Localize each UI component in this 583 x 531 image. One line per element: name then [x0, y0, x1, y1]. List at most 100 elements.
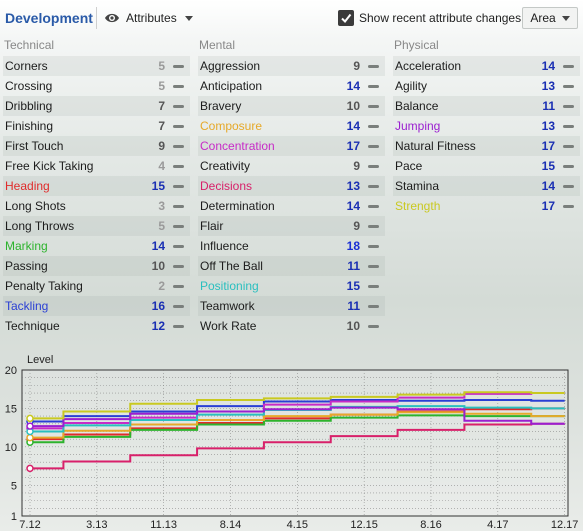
attribute-row[interactable]: Aggression 9 [198, 56, 385, 76]
attribute-value: 13 [541, 119, 555, 133]
attribute-name: Strength [395, 199, 441, 213]
attribute-value: 14 [346, 199, 360, 213]
attribute-row[interactable]: Acceleration 14 [393, 56, 580, 76]
y-tick-label: 10 [5, 442, 17, 454]
attribute-row[interactable]: Technique 12 [3, 316, 190, 336]
attribute-row[interactable]: Concentration 17 [198, 136, 385, 156]
dash-icon [368, 265, 379, 268]
series-start-point [26, 464, 34, 473]
attribute-row[interactable]: Corners 5 [3, 56, 190, 76]
attribute-row[interactable]: Passing 10 [3, 256, 190, 276]
dash-icon [368, 145, 379, 148]
dash-icon [563, 85, 574, 88]
dash-icon [368, 105, 379, 108]
dash-icon [173, 225, 184, 228]
mental-heading: Mental [199, 38, 236, 52]
attribute-value: 12 [151, 319, 165, 333]
technical-column: Technical Corners 5 Crossing 5 Dribbling 7 Fin… [3, 38, 193, 336]
dash-icon [173, 205, 184, 208]
attribute-row[interactable]: Finishing 7 [3, 116, 190, 136]
x-tick-label: 8.16 [420, 519, 441, 531]
dash-icon [368, 285, 379, 288]
attribute-row[interactable]: Balance 11 [393, 96, 580, 116]
attribute-value: 5 [158, 59, 165, 73]
attribute-value: 7 [158, 119, 165, 133]
dash-icon [173, 265, 184, 268]
attribute-value: 15 [346, 279, 360, 293]
attribute-value: 14 [541, 179, 555, 193]
dash-icon [173, 125, 184, 128]
attribute-name: Pace [395, 159, 423, 173]
attribute-row[interactable]: Composure 14 [198, 116, 385, 136]
attribute-row[interactable]: Anticipation 14 [198, 76, 385, 96]
attribute-row[interactable]: Marking 14 [3, 236, 190, 256]
attribute-value: 14 [346, 79, 360, 93]
attribute-row[interactable]: Influence 18 [198, 236, 385, 256]
attribute-name: Passing [5, 259, 48, 273]
divider [96, 7, 97, 29]
attribute-row[interactable]: Work Rate 10 [198, 316, 385, 336]
dash-icon [368, 165, 379, 168]
attribute-row[interactable]: Crossing 5 [3, 76, 190, 96]
technical-heading: Technical [4, 38, 55, 52]
attribute-row[interactable]: Decisions 13 [198, 176, 385, 196]
attribute-value: 10 [151, 259, 165, 273]
attribute-value: 10 [346, 319, 360, 333]
attribute-row[interactable]: Positioning 15 [198, 276, 385, 296]
attribute-value: 9 [158, 139, 165, 153]
dash-icon [368, 125, 379, 128]
dash-icon [173, 65, 184, 68]
attribute-row[interactable]: Stamina 14 [393, 176, 580, 196]
attribute-row[interactable]: Free Kick Taking 4 [3, 156, 190, 176]
technical-list: Corners 5 Crossing 5 Dribbling 7 Finishing 7 Fir… [3, 56, 193, 336]
attribute-row[interactable]: Heading 15 [3, 176, 190, 196]
attribute-row[interactable]: Flair 9 [198, 216, 385, 236]
attribute-row[interactable]: Off The Ball 11 [198, 256, 385, 276]
attribute-row[interactable]: Pace 15 [393, 156, 580, 176]
attribute-name: Dribbling [5, 99, 53, 113]
attribute-name: Heading [5, 179, 50, 193]
checkmark-icon [341, 13, 352, 24]
attribute-row[interactable]: Agility 13 [393, 76, 580, 96]
attribute-name: Aggression [200, 59, 261, 73]
area-dropdown[interactable]: Area [522, 7, 578, 29]
attribute-row[interactable]: Bravery 10 [198, 96, 385, 116]
top-bar: Development Attributes Show recent attri… [0, 0, 583, 36]
dash-icon [563, 145, 574, 148]
attribute-name: Determination [200, 199, 275, 213]
attribute-name: Acceleration [395, 59, 462, 73]
series-line [30, 391, 565, 420]
attribute-row[interactable]: Creativity 9 [198, 156, 385, 176]
attribute-row[interactable]: Tackling 16 [3, 296, 190, 316]
x-tick-label: 11.13 [150, 519, 177, 531]
attribute-name: Free Kick Taking [5, 159, 94, 173]
attribute-name: First Touch [5, 139, 64, 153]
attribute-name: Work Rate [200, 319, 257, 333]
x-tick-label: 8.14 [220, 519, 241, 531]
dash-icon [368, 225, 379, 228]
show-changes-checkbox[interactable] [338, 10, 354, 26]
attribute-row[interactable]: Teamwork 11 [198, 296, 385, 316]
attribute-name: Teamwork [200, 299, 255, 313]
y-tick-label: 1 [11, 511, 17, 523]
attribute-row[interactable]: Strength 17 [393, 196, 580, 216]
attribute-row[interactable]: Long Throws 5 [3, 216, 190, 236]
attribute-row[interactable]: Long Shots 3 [3, 196, 190, 216]
view-dropdown[interactable]: Attributes [104, 8, 193, 28]
attribute-row[interactable]: First Touch 9 [3, 136, 190, 156]
attribute-value: 18 [346, 239, 360, 253]
attribute-name: Tackling [5, 299, 49, 313]
attribute-row[interactable]: Natural Fitness 17 [393, 136, 580, 156]
attribute-row[interactable]: Dribbling 7 [3, 96, 190, 116]
attribute-row[interactable]: Jumping 13 [393, 116, 580, 136]
attribute-name: Anticipation [200, 79, 263, 93]
x-tick-label: 12.17 [551, 519, 579, 531]
y-axis-label: Level [27, 354, 53, 366]
attribute-name: Influence [200, 239, 249, 253]
attribute-name: Crossing [5, 79, 53, 93]
attribute-row[interactable]: Penalty Taking 2 [3, 276, 190, 296]
attribute-name: Flair [200, 219, 224, 233]
attribute-value: 14 [541, 59, 555, 73]
attribute-row[interactable]: Determination 14 [198, 196, 385, 216]
